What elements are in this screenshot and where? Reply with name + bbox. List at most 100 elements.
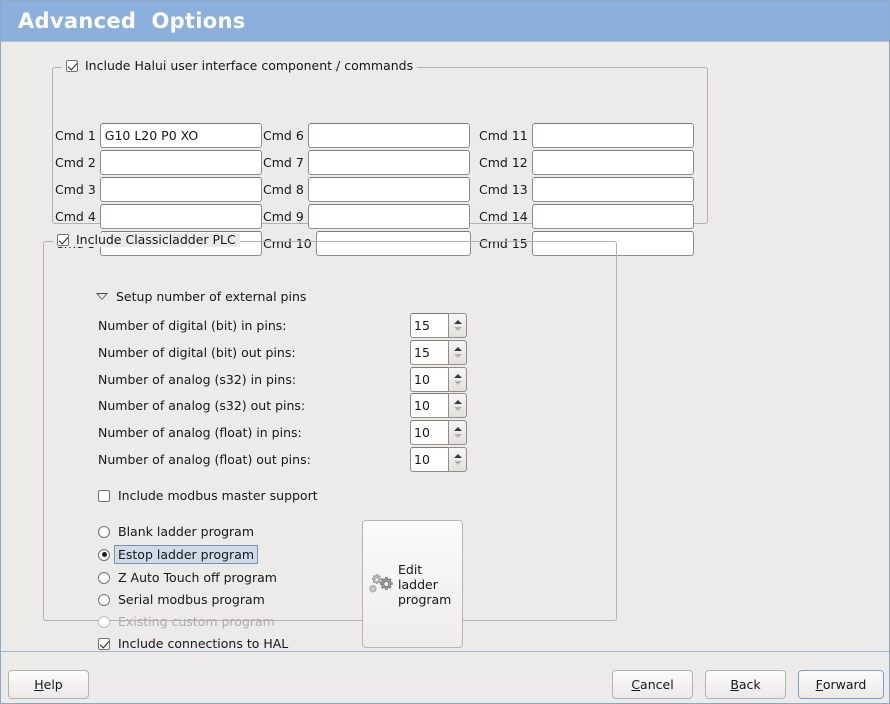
edit-ladder-line2: program: [398, 591, 452, 607]
cmd-input-3[interactable]: [99, 177, 262, 202]
stepper-up-icon[interactable]: [453, 346, 462, 351]
back-label-rest: ack: [738, 677, 761, 692]
edit-ladder-line1: Edit ladder: [398, 561, 438, 592]
cmd-row: Cmd 11: [479, 122, 694, 149]
stepper-up-icon[interactable]: [453, 453, 462, 458]
pin-spinner-digital-in[interactable]: [410, 312, 467, 338]
cmd-input-12[interactable]: [531, 150, 694, 175]
pin-spinner-float-in[interactable]: [410, 419, 467, 445]
cmd-input-6[interactable]: [307, 123, 470, 148]
help-label-rest: elp: [43, 677, 63, 692]
stepper-up-icon[interactable]: [453, 373, 462, 378]
radio-icon[interactable]: [98, 548, 110, 561]
cmd-row: Cmd 1: [55, 122, 262, 149]
stepper-down-icon[interactable]: [453, 326, 462, 331]
cmd-input-8[interactable]: [307, 177, 470, 202]
pin-spinner-s32-in[interactable]: [410, 366, 467, 392]
stepper-up-icon[interactable]: [453, 319, 462, 324]
radio-blank-ladder-program[interactable]: Blank ladder program: [98, 523, 254, 540]
cmd-input-10[interactable]: [315, 231, 471, 256]
action-bar-separator: [1, 651, 889, 652]
help-mnemonic: H: [34, 677, 44, 692]
cmd-input-9[interactable]: [307, 204, 470, 229]
pin-stepper-s32-out[interactable]: [449, 392, 467, 418]
pin-input-s32-out[interactable]: [410, 392, 449, 418]
radio-serial-modbus-program[interactable]: Serial modbus program: [98, 591, 265, 608]
cmd-label-4: Cmd 4: [55, 209, 96, 224]
pin-input-float-in[interactable]: [410, 419, 449, 445]
cancel-label-rest: ancel: [640, 677, 674, 692]
cmd-input-4[interactable]: [99, 204, 262, 229]
pin-input-digital-in[interactable]: [410, 312, 449, 338]
cmd-input-13[interactable]: [531, 177, 694, 202]
cmd-row: Cmd 8: [263, 176, 470, 203]
modbus-master-label: Include modbus master support: [118, 488, 318, 503]
external-pins-expander[interactable]: Setup number of external pins: [96, 289, 306, 304]
radio-z-auto-touch-off-program[interactable]: Z Auto Touch off program: [98, 569, 277, 586]
pin-label-float-in: Number of analog (float) in pins:: [98, 424, 302, 440]
radio-icon[interactable]: [98, 593, 110, 606]
radio-label: Estop ladder program: [114, 545, 259, 564]
modbus-master-checkbox[interactable]: [98, 489, 110, 502]
cmd-row: Cmd 2: [55, 149, 262, 176]
edit-ladder-program-button[interactable]: Edit ladder program: [362, 520, 463, 648]
cmd-input-1[interactable]: [99, 123, 262, 148]
cmd-input-11[interactable]: [531, 123, 694, 148]
modbus-master-checkbox-row[interactable]: Include modbus master support: [98, 487, 318, 504]
pin-stepper-s32-in[interactable]: [449, 366, 467, 392]
radio-icon: [98, 615, 110, 628]
stepper-down-icon[interactable]: [453, 353, 462, 358]
hal-connections-checkbox-row[interactable]: Include connections to HAL: [98, 635, 288, 652]
stepper-down-icon[interactable]: [453, 406, 462, 411]
halui-frame-label: Include Halui user interface component /…: [62, 59, 418, 73]
pin-spinner-s32-out[interactable]: [410, 392, 467, 418]
stepper-up-icon[interactable]: [453, 426, 462, 431]
pin-input-s32-in[interactable]: [410, 366, 449, 392]
hal-connections-label: Include connections to HAL: [118, 636, 289, 651]
stepper-up-icon[interactable]: [453, 399, 462, 404]
cmd-label-7: Cmd 7: [263, 155, 304, 170]
pin-label-float-out: Number of analog (float) out pins:: [98, 451, 311, 467]
stepper-down-icon[interactable]: [453, 380, 462, 385]
pin-spinner-digital-out[interactable]: [410, 339, 467, 365]
cmd-label-9: Cmd 9: [263, 209, 304, 224]
cmd-row: Cmd 12: [479, 149, 694, 176]
radio-icon[interactable]: [98, 525, 110, 538]
radio-label: Z Auto Touch off program: [118, 570, 277, 585]
radio-icon[interactable]: [98, 571, 110, 584]
hal-connections-checkbox[interactable]: [98, 637, 110, 650]
stepper-down-icon[interactable]: [453, 460, 462, 465]
halui-enable-checkbox[interactable]: [66, 60, 78, 72]
pin-input-digital-out[interactable]: [410, 339, 449, 365]
stepper-down-icon[interactable]: [453, 433, 462, 438]
classicladder-frame: Include Classicladder PLC: [43, 233, 617, 621]
pin-label-digital-in: Number of digital (bit) in pins:: [98, 317, 287, 333]
cmd-input-14[interactable]: [531, 204, 694, 229]
pin-stepper-digital-out[interactable]: [449, 339, 467, 365]
cmd-label-15: Cmd 15: [479, 236, 528, 251]
cmd-input-15[interactable]: [531, 231, 694, 256]
cmd-input-2[interactable]: [99, 150, 262, 175]
pin-spinner-float-out[interactable]: [410, 446, 467, 472]
cmd-label-8: Cmd 8: [263, 182, 304, 197]
cmd-row: Cmd 7: [263, 149, 470, 176]
cmd-label-2: Cmd 2: [55, 155, 96, 170]
classicladder-enable-checkbox[interactable]: [57, 234, 69, 246]
pin-stepper-float-in[interactable]: [449, 419, 467, 445]
radio-estop-ladder-program[interactable]: Estop ladder program: [98, 545, 259, 564]
cmd-label-10: Cmd 10: [263, 236, 312, 251]
back-mnemonic: B: [730, 677, 739, 692]
radio-label: Blank ladder program: [118, 524, 255, 539]
pin-stepper-digital-in[interactable]: [449, 312, 467, 338]
cmd-input-7[interactable]: [307, 150, 470, 175]
pin-input-float-out[interactable]: [410, 446, 449, 472]
pin-stepper-float-out[interactable]: [449, 446, 467, 472]
cmd-label-3: Cmd 3: [55, 182, 96, 197]
pin-row: Number of analog (float) out pins:: [98, 446, 468, 472]
cmd-row: Cmd 3: [55, 176, 262, 203]
cmd-label-11: Cmd 11: [479, 128, 528, 143]
